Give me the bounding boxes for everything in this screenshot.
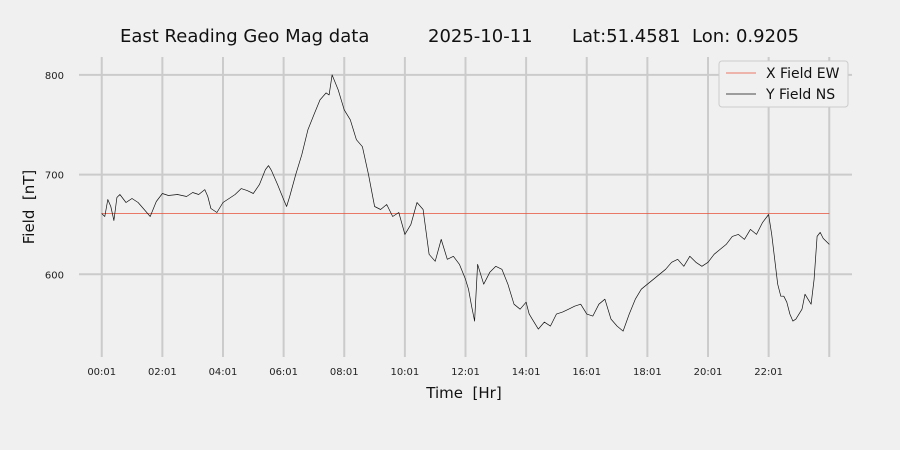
legend-label-y-field: Y Field NS xyxy=(765,87,835,103)
x-tick-label: 08:01 xyxy=(330,367,359,378)
x-tick-label: 10:01 xyxy=(390,367,419,378)
y-tick-label: 600 xyxy=(45,270,64,281)
x-tick-label: 20:01 xyxy=(694,367,723,378)
tick-labels: 00:01 02:01 04:01 06:01 08:01 10:01 12:01 14:01… xyxy=(45,71,783,378)
x-tick-label: 16:01 xyxy=(572,367,601,378)
chart-title-site: East Reading Geo Mag data xyxy=(120,26,369,47)
legend-box xyxy=(718,60,849,108)
chart-title-date: 2025-10-11 xyxy=(428,26,533,47)
legend: X Field EW Y Field NS xyxy=(718,60,849,108)
x-tick-label: 22:01 xyxy=(754,367,783,378)
series-line-y-field xyxy=(101,74,830,332)
x-tick-label: 00:01 xyxy=(87,367,116,378)
x-tick-label: 14:01 xyxy=(512,367,541,378)
x-tick-label: 18:01 xyxy=(633,367,662,378)
x-tick-label: 04:01 xyxy=(209,367,238,378)
x-axis-label: Time [Hr] xyxy=(425,384,501,402)
y-axis-label: Field [nT] xyxy=(20,170,38,245)
series-lines xyxy=(101,74,830,332)
legend-label-x-field: X Field EW xyxy=(766,66,840,82)
chart-title-location: Lat:51.4581 Lon: 0.9205 xyxy=(572,26,799,47)
x-tick-label: 06:01 xyxy=(269,367,298,378)
y-tick-label: 700 xyxy=(45,171,64,182)
y-tick-label: 800 xyxy=(45,71,64,82)
x-tick-label: 02:01 xyxy=(148,367,177,378)
x-tick-label: 12:01 xyxy=(451,367,480,378)
